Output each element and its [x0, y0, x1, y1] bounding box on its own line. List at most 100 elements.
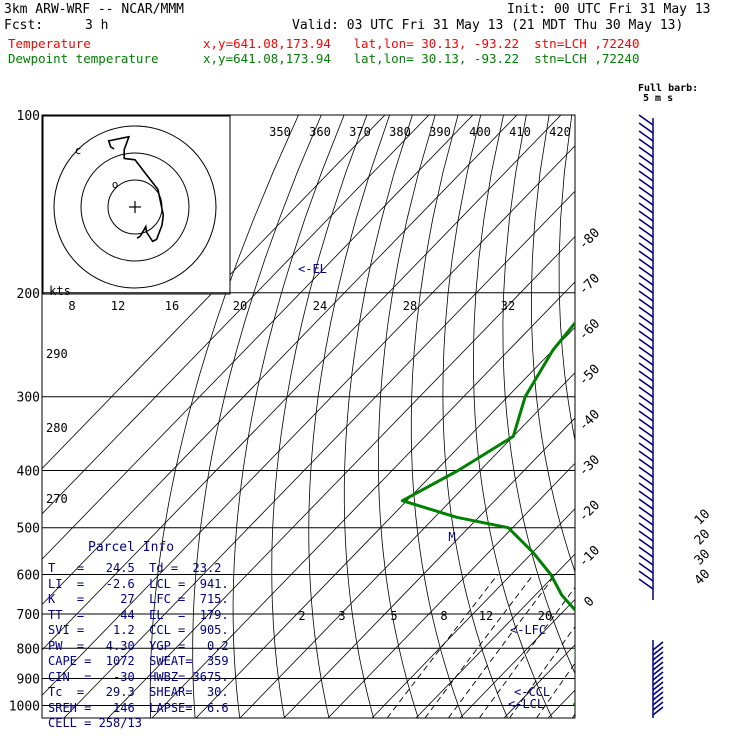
wind-barb-flag: [652, 696, 664, 706]
wind-barb-flag: [638, 370, 654, 382]
isotherm: [151, 281, 575, 718]
wind-barb-flag: [638, 482, 654, 494]
pressure-tick-label: 600: [17, 568, 40, 583]
wind-barb-flag: [638, 338, 654, 350]
pressure-tick-label: 400: [17, 465, 40, 480]
isotherm: [327, 462, 575, 718]
full-barb-value: 5 m s: [643, 93, 674, 104]
isotherm-tick-label: -50: [576, 362, 603, 389]
wind-barb-flag: [652, 641, 664, 651]
theta-tick-label: 410: [509, 125, 531, 139]
theta-tick-label: 400: [469, 125, 491, 139]
mixing-ratio-label: 8: [440, 609, 447, 623]
parcel-info-row: SVI = 1.2 CCL = 905.: [48, 623, 229, 637]
theta-tick-label: 390: [429, 125, 451, 139]
theta-tick-label: 290: [46, 347, 68, 361]
isotherm: [63, 190, 575, 718]
parcel-info-row: T = 24.5 Td = 23.2: [48, 561, 222, 575]
isotherm-tick-label: 30: [692, 547, 714, 569]
wind-barb-flag: [638, 490, 654, 502]
isotherm: [42, 115, 518, 606]
wind-barb-flag: [638, 218, 654, 230]
hodograph-speed-label: 32: [501, 299, 515, 313]
wind-barb-flag: [638, 154, 654, 166]
theta-tick-label: 270: [46, 492, 68, 506]
isotherm: [547, 689, 575, 718]
hodograph-speed-label: 28: [403, 299, 417, 313]
hodograph-marker: o: [112, 178, 119, 191]
wind-barb-flag: [638, 258, 654, 270]
wind-barb-flag: [638, 298, 654, 310]
wind-barb-flag: [638, 242, 654, 254]
pressure-tick-label: 200: [17, 287, 40, 302]
isotherm-tick-label: -10: [576, 543, 603, 570]
wind-barb-flag: [638, 314, 654, 326]
valid-time: Valid: 03 UTC Fri 31 May 13 (21 MDT Thu …: [292, 18, 684, 33]
wind-barb-flag: [638, 410, 654, 422]
mixing-ratio-lines: [386, 574, 575, 718]
mixing-ratio-label: 5: [390, 609, 397, 623]
dry-adiabat: [232, 115, 345, 718]
wind-barb-flag: [638, 450, 654, 462]
wind-barb-flag: [638, 562, 654, 574]
hodograph-ring: [53, 125, 217, 289]
wind-barb-flag: [638, 522, 654, 534]
wind-barb-flag: [652, 656, 664, 666]
hodograph-speed-label: 20: [233, 299, 247, 313]
wind-barb-flag: [638, 330, 654, 342]
kts-label: kts: [49, 284, 71, 298]
isotherms: [42, 115, 575, 718]
wind-barb-flag: [638, 178, 654, 190]
dry-adiabat: [442, 115, 508, 718]
wind-barb-flag: [638, 458, 654, 470]
parcel-info-row: K = 27 LFC = 715.: [48, 592, 229, 606]
isotherm-tick-label: -20: [576, 498, 603, 525]
isobars: [41, 114, 576, 719]
wind-barb-flag: [638, 114, 654, 126]
dry-adiabat: [473, 115, 553, 718]
pressure-tick-label: 800: [17, 642, 40, 657]
dry-adiabat: [709, 115, 740, 718]
wind-barbs: [638, 114, 664, 718]
mixing-ratio-line: [536, 662, 575, 718]
theta-tick-label: 280: [46, 421, 68, 435]
isotherm: [415, 553, 575, 718]
temperature-legend-info: x,y=641.08,173.94 lat,lon= 30.13, -93.22…: [203, 36, 640, 51]
wind-barb-flag: [638, 138, 654, 150]
isotherm: [42, 115, 562, 651]
dry-adiabat: [612, 115, 740, 718]
hodograph: co: [42, 115, 231, 295]
wind-barb-flag: [638, 546, 654, 558]
pressure-tick-label: 700: [17, 608, 40, 623]
wind-barb-flag: [652, 691, 664, 701]
wind-barb-flag: [638, 498, 654, 510]
wind-barb-flag: [638, 466, 654, 478]
hodograph-frame: [42, 115, 231, 295]
isotherm: [371, 508, 575, 718]
dry-adiabat: [686, 115, 740, 718]
forecast-hour: 3 h: [85, 18, 109, 33]
wind-barb-flag: [638, 210, 654, 222]
parcel-info-row: SREH = 146 LAPSE= 6.6: [48, 700, 229, 715]
isotherm: [459, 598, 575, 718]
dry-adiabat: [308, 115, 390, 718]
parcel-info-row: TT = 44 EL = 179.: [48, 607, 229, 622]
theta-tick-label: 370: [349, 125, 371, 139]
wind-barb-flag: [638, 122, 654, 134]
dry-adiabat: [502, 115, 575, 675]
annotations: <-EL <-LFC <-CCL<-LCL M: [298, 262, 550, 711]
wind-barb-flag: [652, 706, 664, 716]
wind-barb-flag: [638, 234, 654, 246]
wind-barb-flag: [652, 671, 664, 681]
isotherm: [42, 115, 430, 515]
mixing-ratio-label: 3: [338, 609, 345, 623]
parcel-info-row: CAPE = 1072 SWEAT= 359: [48, 654, 229, 668]
mixing-ratio-label: 20: [538, 609, 552, 623]
hodograph-trace: [107, 135, 165, 243]
wind-barb-flag: [652, 701, 664, 711]
el-marker: <-EL: [298, 262, 327, 276]
isotherm-tick-label: -40: [576, 407, 603, 434]
profile-lines: [400, 320, 575, 706]
isotherm-tick-label: -60: [576, 316, 603, 343]
theta-tick-label: 350: [269, 125, 291, 139]
